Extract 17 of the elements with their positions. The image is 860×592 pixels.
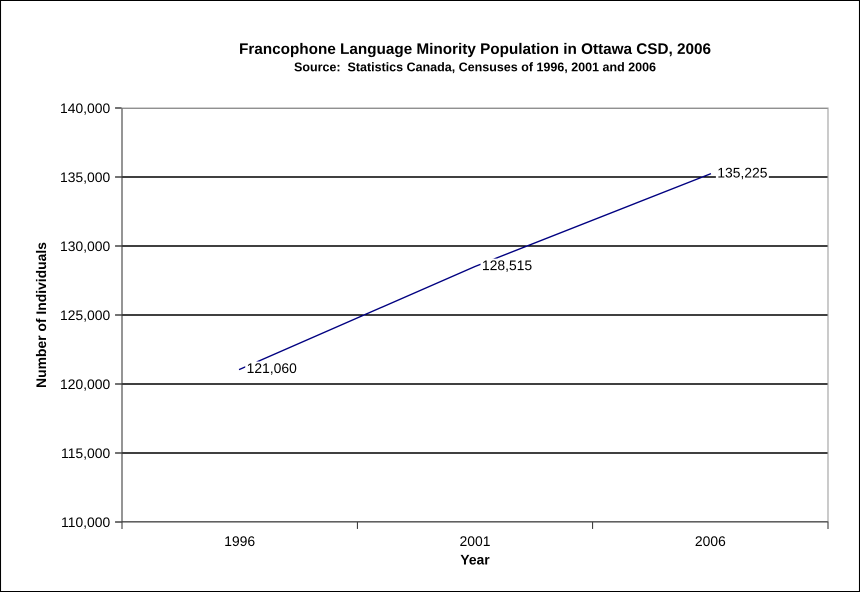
x-tick-label: 2001 <box>460 536 490 546</box>
y-axis-title: Number of Individuals <box>36 242 46 387</box>
data-label: 121,060 <box>248 363 296 375</box>
x-axis-title: Year <box>460 554 490 565</box>
data-label: 135,225 <box>718 168 767 180</box>
chart-title: Francophone Language Minority Population in Ottawa CSD, 2006 <box>240 42 710 58</box>
y-tick-label: 135,000 <box>61 172 110 184</box>
x-tick-label: 1996 <box>225 536 255 546</box>
chart-subtitle: Source: Statistics Canada, Censuses of 1996, 2001 and 2006 <box>294 62 656 74</box>
y-tick-label: 115,000 <box>62 448 110 460</box>
y-tick-label: 125,000 <box>61 310 110 322</box>
y-tick-label: 130,000 <box>61 241 110 253</box>
y-tick-label: 120,000 <box>61 379 110 391</box>
y-tick-label: 110,000 <box>62 517 110 529</box>
y-tick-label: 140,000 <box>61 103 110 115</box>
x-tick-label: 2006 <box>696 536 726 546</box>
data-label: 128,515 <box>483 260 532 272</box>
